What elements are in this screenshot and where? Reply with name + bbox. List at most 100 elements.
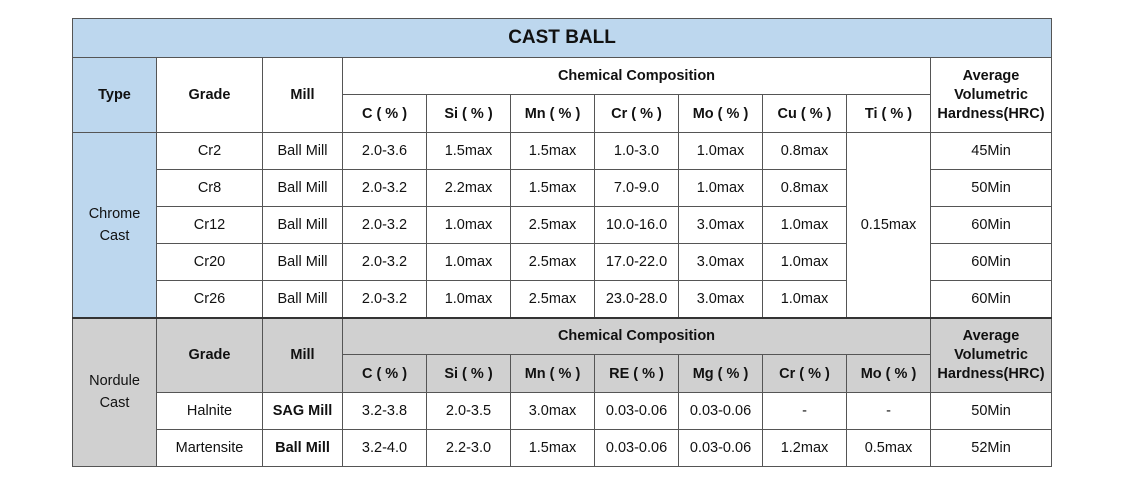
si-cell: 1.0max [426, 280, 511, 318]
hardness-header-line1: Average [962, 327, 1020, 344]
mn-cell: 3.0max [510, 392, 595, 430]
chemical-composition-header: Chemical Composition [342, 57, 931, 95]
element-header: Cr ( % ) [762, 354, 847, 393]
element-header: RE ( % ) [594, 354, 679, 393]
hardness-header: Average Volumetric Hardness(HRC) [929, 316, 1053, 393]
grade-cell: Cr20 [156, 243, 263, 281]
chrome-cast-type: Chrome Cast [72, 132, 157, 318]
grade-header: Grade [156, 57, 263, 133]
si-cell: 1.0max [426, 206, 511, 244]
table-row: Chrome Cast Cr2 Ball Mill 2.0-3.6 1.5max… [72, 132, 1053, 318]
element-header: Mn ( % ) [510, 94, 595, 133]
hardness-header-line1: Average [962, 67, 1020, 84]
mo-cell: 1.0max [678, 169, 763, 207]
hardness-cell: 50Min [929, 169, 1053, 207]
table-row: Halnite SAG Mill 3.2-3.8 2.0-3.5 3.0max … [73, 392, 1053, 430]
type-line1: Nordule [89, 373, 140, 390]
cu-cell: 0.8max [762, 132, 847, 170]
c-cell: 3.2-3.8 [342, 392, 427, 430]
c-cell: 2.0-3.6 [342, 132, 427, 170]
mill-cell: Ball Mill [262, 132, 343, 170]
ti-cell: 0.15max [846, 132, 931, 318]
mg-cell: 0.03-0.06 [678, 392, 763, 430]
mn-cell: 1.5max [510, 429, 595, 467]
mn-cell: 1.5max [510, 132, 595, 170]
table-row: Cr20 Ball Mill 2.0-3.2 1.0max 2.5max 17.… [73, 243, 1053, 281]
type-line1: Chrome [88, 205, 141, 222]
c-cell: 2.0-3.2 [342, 169, 427, 207]
grade-header: Grade [156, 316, 263, 393]
mn-cell: 2.5max [510, 243, 595, 281]
hardness-header-line3: Hardness(HRC) [937, 365, 1045, 382]
grade-cell: Martensite [156, 429, 263, 467]
cr-cell: 17.0-22.0 [594, 243, 679, 281]
element-header: Mo ( % ) [846, 354, 931, 393]
hardness-header-line3: Hardness(HRC) [937, 105, 1045, 122]
c-cell: 2.0-3.2 [342, 206, 427, 244]
table-row: Cr12 Ball Mill 2.0-3.2 1.0max 2.5max 10.… [73, 206, 1053, 244]
mill-cell: Ball Mill [262, 169, 343, 207]
grade-cell: Cr12 [156, 206, 263, 244]
element-header: Mn ( % ) [510, 354, 595, 393]
mo-cell: 3.0max [678, 206, 763, 244]
table-row: Cr26 Ball Mill 2.0-3.2 1.0max 2.5max 23.… [73, 280, 1053, 318]
mg-cell: 0.03-0.06 [678, 429, 763, 467]
mo-cell: - [846, 392, 931, 430]
grade-cell: Cr2 [156, 132, 263, 170]
mo-cell: 0.5max [846, 429, 931, 467]
mill-cell: Ball Mill [262, 206, 343, 244]
mill-cell: Ball Mill [262, 280, 343, 318]
element-header: Ti ( % ) [846, 94, 931, 133]
mill-cell: SAG Mill [262, 392, 343, 430]
mill-header: Mill [262, 57, 343, 133]
element-header: Si ( % ) [426, 94, 511, 133]
hardness-header: Average Volumetric Hardness(HRC) [929, 57, 1053, 133]
hardness-cell: 52Min [929, 429, 1053, 467]
hardness-cell: 60Min [929, 206, 1053, 244]
si-cell: 1.0max [426, 243, 511, 281]
type-line2: Cast [99, 227, 130, 244]
grade-cell: Halnite [156, 392, 263, 430]
nodular-header-row: Nordule Cast Grade Mill Chemical Composi… [72, 316, 1053, 467]
si-cell: 1.5max [426, 132, 511, 170]
hardness-cell: 60Min [929, 243, 1053, 281]
hardness-cell: 45Min [929, 132, 1053, 170]
chrome-header-row: Type Grade Mill Chemical Composition Ave… [72, 57, 1053, 133]
title-row: CAST BALL [71, 18, 1053, 58]
element-header: Mo ( % ) [678, 94, 763, 133]
mn-cell: 2.5max [510, 206, 595, 244]
hardness-cell: 50Min [929, 392, 1053, 430]
element-header: Si ( % ) [426, 354, 511, 393]
si-cell: 2.2max [426, 169, 511, 207]
table-row: Cr8 Ball Mill 2.0-3.2 2.2max 1.5max 7.0-… [73, 169, 1053, 207]
table-title: CAST BALL [71, 18, 1053, 58]
mo-cell: 3.0max [678, 243, 763, 281]
element-header: C ( % ) [342, 354, 427, 393]
c-cell: 2.0-3.2 [342, 280, 427, 318]
element-header: C ( % ) [342, 94, 427, 133]
hardness-header-line2: Volumetric [954, 346, 1028, 363]
mill-cell: Ball Mill [262, 243, 343, 281]
cu-cell: 1.0max [762, 243, 847, 281]
mill-cell: Ball Mill [262, 429, 343, 467]
table-row: Martensite Ball Mill 3.2-4.0 2.2-3.0 1.5… [73, 429, 1053, 467]
chemical-composition-header: Chemical Composition [342, 316, 931, 355]
element-header: Mg ( % ) [678, 354, 763, 393]
cu-cell: 0.8max [762, 169, 847, 207]
c-cell: 3.2-4.0 [342, 429, 427, 467]
type-header: Type [72, 57, 157, 133]
hardness-cell: 60Min [929, 280, 1053, 318]
cu-cell: 1.0max [762, 206, 847, 244]
nodular-cast-type: Nordule Cast [72, 316, 157, 467]
mo-cell: 3.0max [678, 280, 763, 318]
element-header: Cu ( % ) [762, 94, 847, 133]
cr-cell: 7.0-9.0 [594, 169, 679, 207]
re-cell: 0.03-0.06 [594, 392, 679, 430]
mn-cell: 2.5max [510, 280, 595, 318]
re-cell: 0.03-0.06 [594, 429, 679, 467]
cast-ball-table: CAST BALL Type Grade Mill Chemical Compo… [71, 18, 1053, 467]
cr-cell: 10.0-16.0 [594, 206, 679, 244]
grade-cell: Cr26 [156, 280, 263, 318]
cu-cell: 1.0max [762, 280, 847, 318]
cr-cell: 1.0-3.0 [594, 132, 679, 170]
